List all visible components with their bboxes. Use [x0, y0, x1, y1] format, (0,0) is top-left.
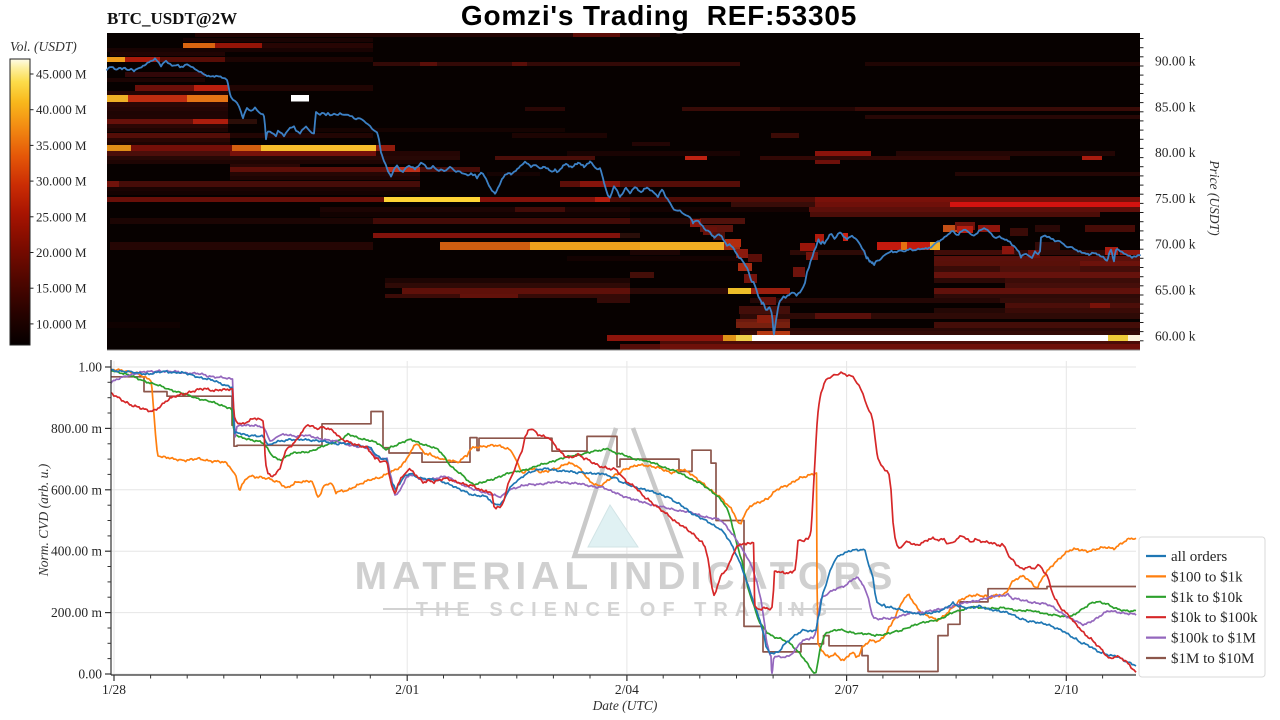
svg-text:30.000 M: 30.000 M: [36, 174, 87, 189]
svg-text:90.00 k: 90.00 k: [1155, 54, 1196, 69]
svg-text:$100k to $1M: $100k to $1M: [1171, 631, 1256, 647]
svg-text:65.00 k: 65.00 k: [1155, 283, 1196, 298]
svg-text:Gomzi's Trading REF:53305: Gomzi's Trading REF:53305: [461, 0, 857, 31]
svg-text:2/01: 2/01: [395, 682, 419, 697]
svg-text:0.00: 0.00: [78, 667, 102, 682]
svg-text:400.00 m: 400.00 m: [51, 544, 103, 559]
svg-text:2/04: 2/04: [615, 682, 639, 697]
svg-text:$1M to $10M: $1M to $10M: [1171, 651, 1254, 667]
svg-text:$1k to $10k: $1k to $10k: [1171, 590, 1243, 606]
svg-text:85.00 k: 85.00 k: [1155, 99, 1196, 114]
svg-text:2/07: 2/07: [835, 682, 859, 697]
svg-text:Date (UTC): Date (UTC): [592, 698, 658, 713]
svg-text:BTC_USDT@2W: BTC_USDT@2W: [107, 9, 237, 28]
svg-text:70.00 k: 70.00 k: [1155, 237, 1196, 252]
svg-text:15.000 M: 15.000 M: [36, 281, 87, 296]
svg-text:2/10: 2/10: [1054, 682, 1078, 697]
svg-text:1/28: 1/28: [102, 682, 126, 697]
svg-text:$10k to $100k: $10k to $100k: [1171, 610, 1258, 626]
svg-text:$100 to $1k: $100 to $1k: [1171, 569, 1243, 585]
svg-text:800.00 m: 800.00 m: [51, 421, 103, 436]
svg-text:40.000 M: 40.000 M: [36, 102, 87, 117]
svg-text:THE SCIENCE OF TRADING: THE SCIENCE OF TRADING: [416, 599, 834, 621]
svg-text:45.000 M: 45.000 M: [36, 67, 87, 82]
svg-text:Norm. CVD (arb. u.): Norm. CVD (arb. u.): [36, 463, 51, 577]
svg-text:35.000 M: 35.000 M: [36, 138, 87, 153]
svg-text:20.000 M: 20.000 M: [36, 245, 87, 260]
svg-text:MATERIAL INDICATORS: MATERIAL INDICATORS: [355, 555, 898, 598]
svg-text:1.00: 1.00: [78, 360, 102, 375]
svg-text:Vol. (USDT): Vol. (USDT): [10, 39, 77, 54]
svg-text:all orders: all orders: [1171, 549, 1227, 565]
svg-text:25.000 M: 25.000 M: [36, 209, 87, 224]
svg-text:Price (USDT): Price (USDT): [1207, 159, 1222, 236]
svg-text:60.00 k: 60.00 k: [1155, 328, 1196, 343]
svg-text:80.00 k: 80.00 k: [1155, 145, 1196, 160]
svg-text:600.00 m: 600.00 m: [51, 482, 103, 497]
svg-text:200.00 m: 200.00 m: [51, 605, 103, 620]
svg-text:10.000 M: 10.000 M: [36, 316, 87, 331]
svg-text:75.00 k: 75.00 k: [1155, 191, 1196, 206]
